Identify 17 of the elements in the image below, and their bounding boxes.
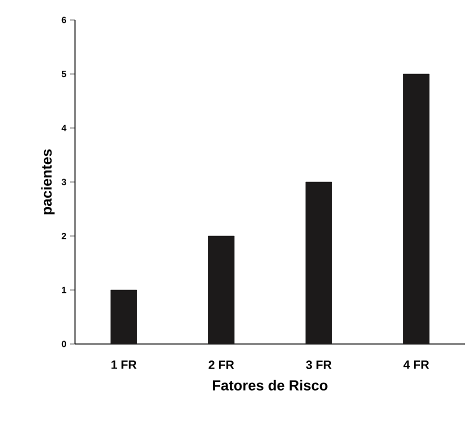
y-tick-label: 6 [62,16,66,24]
y-tick-label: 3 [62,178,66,186]
bar [403,74,430,344]
x-tick-label: 1 FR [112,360,136,369]
y-tick-label: 4 [62,124,66,132]
x-tick-label: 2 FR [208,360,234,369]
bar [306,182,332,344]
y-tick-label: 5 [62,70,66,78]
y-tick-label: 0 [62,340,66,348]
x-tick-label: 4 FR [403,360,429,369]
bar [208,236,234,344]
y-axis-title: pacientes [41,149,55,214]
y-tick-label: 2 [62,232,66,240]
y-tick-label: 1 [62,286,66,294]
x-axis-title: Fatores de Risco [212,380,328,390]
x-tick-label: 3 FR [306,360,332,370]
bar [110,290,137,344]
